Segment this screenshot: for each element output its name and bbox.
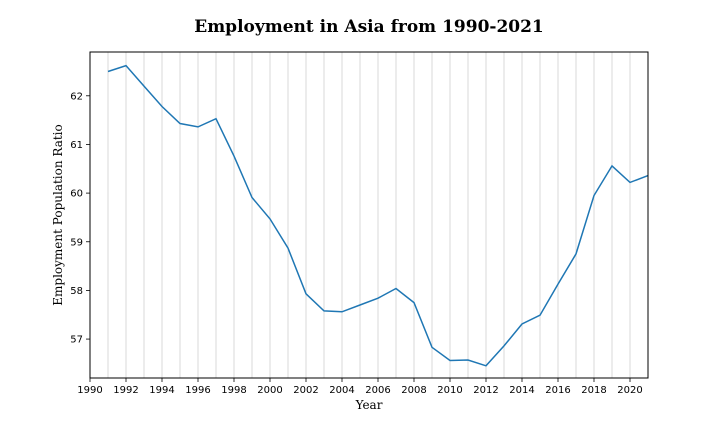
x-tick-label: 2018 xyxy=(581,385,606,396)
data-point-2004 xyxy=(341,311,343,313)
data-point-1994 xyxy=(161,105,163,107)
x-axis: 1990 1992 1994 1996 1998 2000 2002 2004 2006 2008… xyxy=(77,378,643,396)
x-tick-label: 1996 xyxy=(185,385,210,396)
data-point-2005 xyxy=(359,304,361,306)
data-point-2014 xyxy=(521,323,523,325)
x-tick-label: 1994 xyxy=(149,385,174,396)
series-line xyxy=(107,64,649,367)
data-point-2003 xyxy=(323,310,325,312)
x-tick-label: 2012 xyxy=(473,385,498,396)
data-point-2002 xyxy=(305,293,307,295)
x-tick-label: 2010 xyxy=(437,385,462,396)
x-tick-label: 1998 xyxy=(221,385,246,396)
y-tick-label: 60 xyxy=(70,189,83,200)
data-point-1999 xyxy=(251,196,253,198)
x-tick-label: 1990 xyxy=(77,385,102,396)
data-point-1996 xyxy=(197,126,199,128)
data-point-1997 xyxy=(215,117,217,119)
data-point-2017 xyxy=(575,253,577,255)
x-tick-label: 2002 xyxy=(293,385,318,396)
data-point-2011 xyxy=(467,359,469,361)
y-tick-label: 59 xyxy=(70,237,83,248)
data-point-1992 xyxy=(125,64,127,66)
data-point-2013 xyxy=(503,345,505,347)
data-point-2015 xyxy=(539,314,541,316)
data-point-2016 xyxy=(557,283,559,285)
x-tick-label: 1992 xyxy=(113,385,138,396)
data-point-2009 xyxy=(431,346,433,348)
data-point-2000 xyxy=(269,218,271,220)
x-tick-label: 2008 xyxy=(401,385,426,396)
data-point-2020 xyxy=(629,181,631,183)
y-axis: 57 58 59 60 61 62 xyxy=(70,91,90,346)
data-point-2012 xyxy=(485,365,487,367)
data-point-1991 xyxy=(107,70,109,72)
data-point-2006 xyxy=(377,297,379,299)
x-tick-label: 2016 xyxy=(545,385,570,396)
data-point-2008 xyxy=(413,301,415,303)
data-point-2007 xyxy=(395,287,397,289)
x-tick-label: 2014 xyxy=(509,385,534,396)
y-tick-label: 61 xyxy=(70,140,83,151)
gridlines xyxy=(107,52,631,378)
y-tick-label: 58 xyxy=(70,286,83,297)
chart-title: Employment in Asia from 1990-2021 xyxy=(194,17,544,37)
y-tick-label: 57 xyxy=(70,335,83,346)
data-point-2001 xyxy=(287,247,289,249)
x-axis-label: Year xyxy=(355,398,383,412)
data-point-2018 xyxy=(593,194,595,196)
data-point-2010 xyxy=(449,359,451,361)
x-tick-label: 2020 xyxy=(617,385,642,396)
plot-frame xyxy=(89,51,649,379)
data-point-1995 xyxy=(179,122,181,124)
x-tick-label: 2006 xyxy=(365,385,390,396)
data-point-1993 xyxy=(143,85,145,87)
data-point-2019 xyxy=(611,165,613,167)
y-axis-label: Employment Population Ratio xyxy=(51,124,65,306)
x-tick-label: 2000 xyxy=(257,385,282,396)
x-tick-label: 2004 xyxy=(329,385,354,396)
data-point-1998 xyxy=(233,155,235,157)
data-point-2021 xyxy=(647,174,649,176)
y-tick-label: 62 xyxy=(70,91,83,102)
